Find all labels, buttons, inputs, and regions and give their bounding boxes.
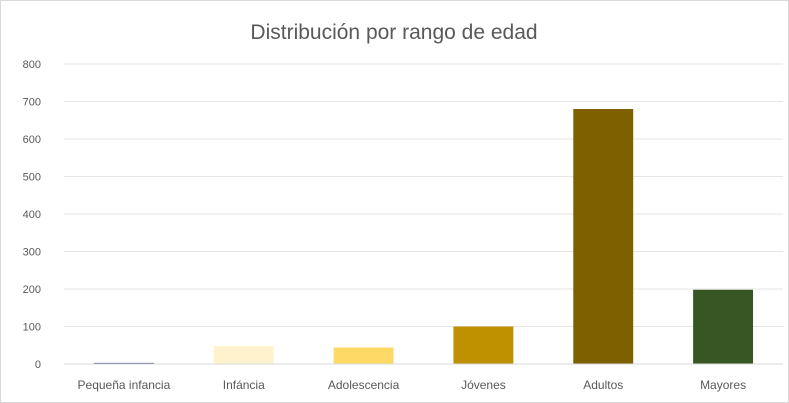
x-category-label: Infáncia <box>223 378 265 392</box>
y-tick-label: 500 <box>23 172 41 184</box>
gridlines <box>64 63 783 327</box>
x-category-label: Jóvenes <box>461 378 506 392</box>
bars <box>93 109 754 364</box>
y-tick-label: 400 <box>23 209 41 221</box>
bar-3 <box>333 347 394 364</box>
x-axis-categories: Pequeña infancia Infáncia Adolescencia Jóve… <box>78 378 747 392</box>
y-tick-label: 300 <box>23 247 41 259</box>
bar-4 <box>453 326 514 364</box>
bar-5 <box>573 109 634 364</box>
y-tick-label: 800 <box>23 59 41 71</box>
x-category-label: Adolescencia <box>328 378 400 392</box>
x-category-label: Pequeña infancia <box>78 378 171 392</box>
y-tick-label: 600 <box>23 134 41 146</box>
y-tick-label: 100 <box>23 322 41 334</box>
bar-2 <box>213 346 274 364</box>
y-axis-ticks: 0 100 200 300 400 500 600 700 800 <box>23 59 41 371</box>
y-tick-label: 700 <box>23 97 41 109</box>
x-category-label: Mayores <box>700 378 746 392</box>
bar-6 <box>693 289 754 364</box>
bar-1 <box>93 362 154 364</box>
y-tick-label: 0 <box>35 359 41 371</box>
x-category-label: Adultos <box>583 378 623 392</box>
y-tick-label: 200 <box>23 284 41 296</box>
chart-title: Distribución por rango de edad <box>250 21 537 44</box>
